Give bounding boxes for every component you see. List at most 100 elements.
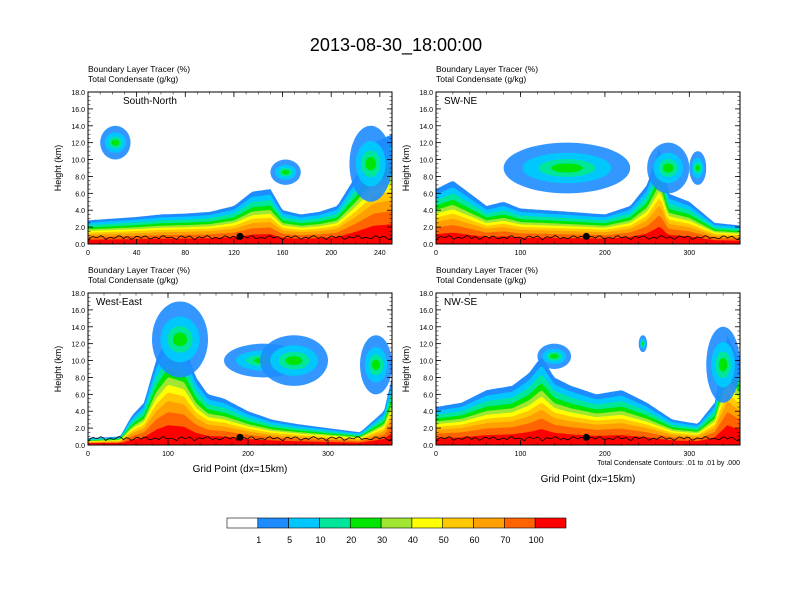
colorbar-swatch: [442, 517, 474, 529]
y-tick-label: 10.0: [71, 359, 85, 366]
tracer-fill: [436, 326, 740, 445]
y-tick-label: 12.0: [419, 141, 433, 148]
colorbar-swatch: [257, 517, 289, 529]
x-tick-label: 80: [181, 250, 189, 257]
contour-note: Total Condensate Contours: .01 to .01 by…: [597, 460, 740, 467]
y-axis-label: Height (km): [401, 145, 411, 192]
y-tick-label: 14.0: [419, 325, 433, 332]
tracer-band-9: [88, 425, 392, 445]
cloud-band-4: [662, 163, 674, 173]
location-marker: [236, 232, 244, 240]
colorbar-swatch: [319, 517, 351, 529]
y-tick-label: 8.0: [75, 375, 85, 382]
colorbar-swatch: [288, 517, 320, 529]
panel-subtitle: Total Condensate (g/kg): [436, 74, 526, 84]
y-tick-label: 10.0: [71, 158, 85, 165]
y-tick-label: 0.0: [423, 242, 433, 249]
colorbar-label: 30: [377, 535, 387, 545]
y-tick-label: 12.0: [419, 342, 433, 349]
colorbar-label: 60: [470, 535, 480, 545]
y-tick-label: 16.0: [419, 308, 433, 315]
x-tick-label: 200: [242, 451, 254, 458]
panel-label: NW-SE: [444, 297, 477, 308]
panel-label: SW-NE: [444, 96, 477, 107]
y-tick-label: 12.0: [71, 342, 85, 349]
y-tick-label: 8.0: [423, 174, 433, 181]
panel-subtitle: Boundary Layer Tracer (%): [88, 265, 190, 275]
tracer-band-7: [88, 200, 392, 244]
x-tick-label: 120: [228, 250, 240, 257]
x-tick-label: 0: [86, 451, 90, 458]
x-axis-label: Grid Point (dx=15km): [193, 464, 288, 475]
x-tick-label: 100: [515, 250, 527, 257]
colorbar-label: 100: [529, 535, 544, 545]
x-tick-label: 100: [515, 451, 527, 458]
location-marker: [582, 232, 590, 240]
cloud-band-4: [111, 139, 120, 146]
panel-nw-se: Boundary Layer Tracer (%)Total Condensat…: [401, 265, 741, 485]
cloud-band-4: [550, 354, 559, 359]
panel-label: South-North: [123, 96, 177, 107]
colorbar-swatch: [473, 517, 505, 529]
cloud-band-4: [285, 355, 303, 366]
x-tick-label: 0: [434, 451, 438, 458]
colorbar-label: 70: [500, 535, 510, 545]
y-tick-label: 12.0: [71, 141, 85, 148]
x-tick-label: 240: [374, 250, 386, 257]
y-tick-label: 4.0: [75, 208, 85, 215]
tracer-band-9: [436, 227, 740, 244]
y-tick-label: 0.0: [75, 443, 85, 450]
x-tick-label: 200: [599, 451, 611, 458]
y-tick-label: 6.0: [75, 392, 85, 399]
cloud-band-4: [173, 332, 187, 347]
tracer-fill: [88, 125, 392, 244]
tracer-band-9: [436, 425, 740, 445]
colorbar-swatch: [411, 517, 444, 529]
x-tick-label: 300: [683, 451, 695, 458]
colorbar-label: 5: [287, 535, 292, 545]
x-tick-label: 300: [683, 250, 695, 257]
y-tick-label: 0.0: [423, 443, 433, 450]
y-tick-label: 0.0: [75, 242, 85, 249]
x-tick-label: 0: [86, 250, 90, 257]
y-tick-label: 8.0: [423, 375, 433, 382]
y-tick-label: 6.0: [75, 191, 85, 198]
x-tick-label: 200: [325, 250, 337, 257]
colorbar: 1 5 10 20 30 40 50 60 70 100: [226, 517, 567, 545]
y-tick-label: 16.0: [71, 107, 85, 114]
panel-subtitle: Boundary Layer Tracer (%): [88, 64, 190, 74]
y-tick-label: 18.0: [71, 291, 85, 298]
y-tick-label: 2.0: [423, 426, 433, 433]
y-tick-label: 10.0: [419, 158, 433, 165]
cloud-band-4: [641, 342, 644, 346]
location-marker: [582, 433, 590, 441]
colorbar-swatch: [380, 517, 413, 529]
tracer-band-6: [88, 191, 392, 244]
panel-subtitle: Total Condensate (g/kg): [88, 74, 178, 84]
cloud-band-4: [551, 163, 583, 173]
y-tick-label: 2.0: [75, 426, 85, 433]
x-tick-label: 40: [133, 250, 141, 257]
colorbar-swatch: [534, 517, 567, 529]
panel-subtitle: Boundary Layer Tracer (%): [436, 64, 538, 74]
panel-subtitle: Boundary Layer Tracer (%): [436, 265, 538, 275]
y-tick-label: 4.0: [423, 409, 433, 416]
y-tick-label: 6.0: [423, 392, 433, 399]
y-tick-label: 16.0: [71, 308, 85, 315]
panels-group: Boundary Layer Tracer (%)Total Condensat…: [53, 64, 741, 485]
x-tick-label: 0: [434, 250, 438, 257]
colorbar-swatch: [504, 517, 536, 529]
y-tick-label: 4.0: [423, 208, 433, 215]
y-axis-label: Height (km): [53, 145, 63, 192]
y-tick-label: 16.0: [419, 107, 433, 114]
panel-subtitle: Total Condensate (g/kg): [88, 275, 178, 285]
y-tick-label: 14.0: [71, 325, 85, 332]
location-marker: [236, 433, 244, 441]
panel-subtitle: Total Condensate (g/kg): [436, 275, 526, 285]
colorbar-label: 20: [346, 535, 356, 545]
panel-sw-ne: Boundary Layer Tracer (%)Total Condensat…: [401, 64, 741, 257]
y-tick-label: 18.0: [419, 291, 433, 298]
y-axis-label: Height (km): [53, 346, 63, 393]
cloud-band-4: [695, 164, 700, 172]
